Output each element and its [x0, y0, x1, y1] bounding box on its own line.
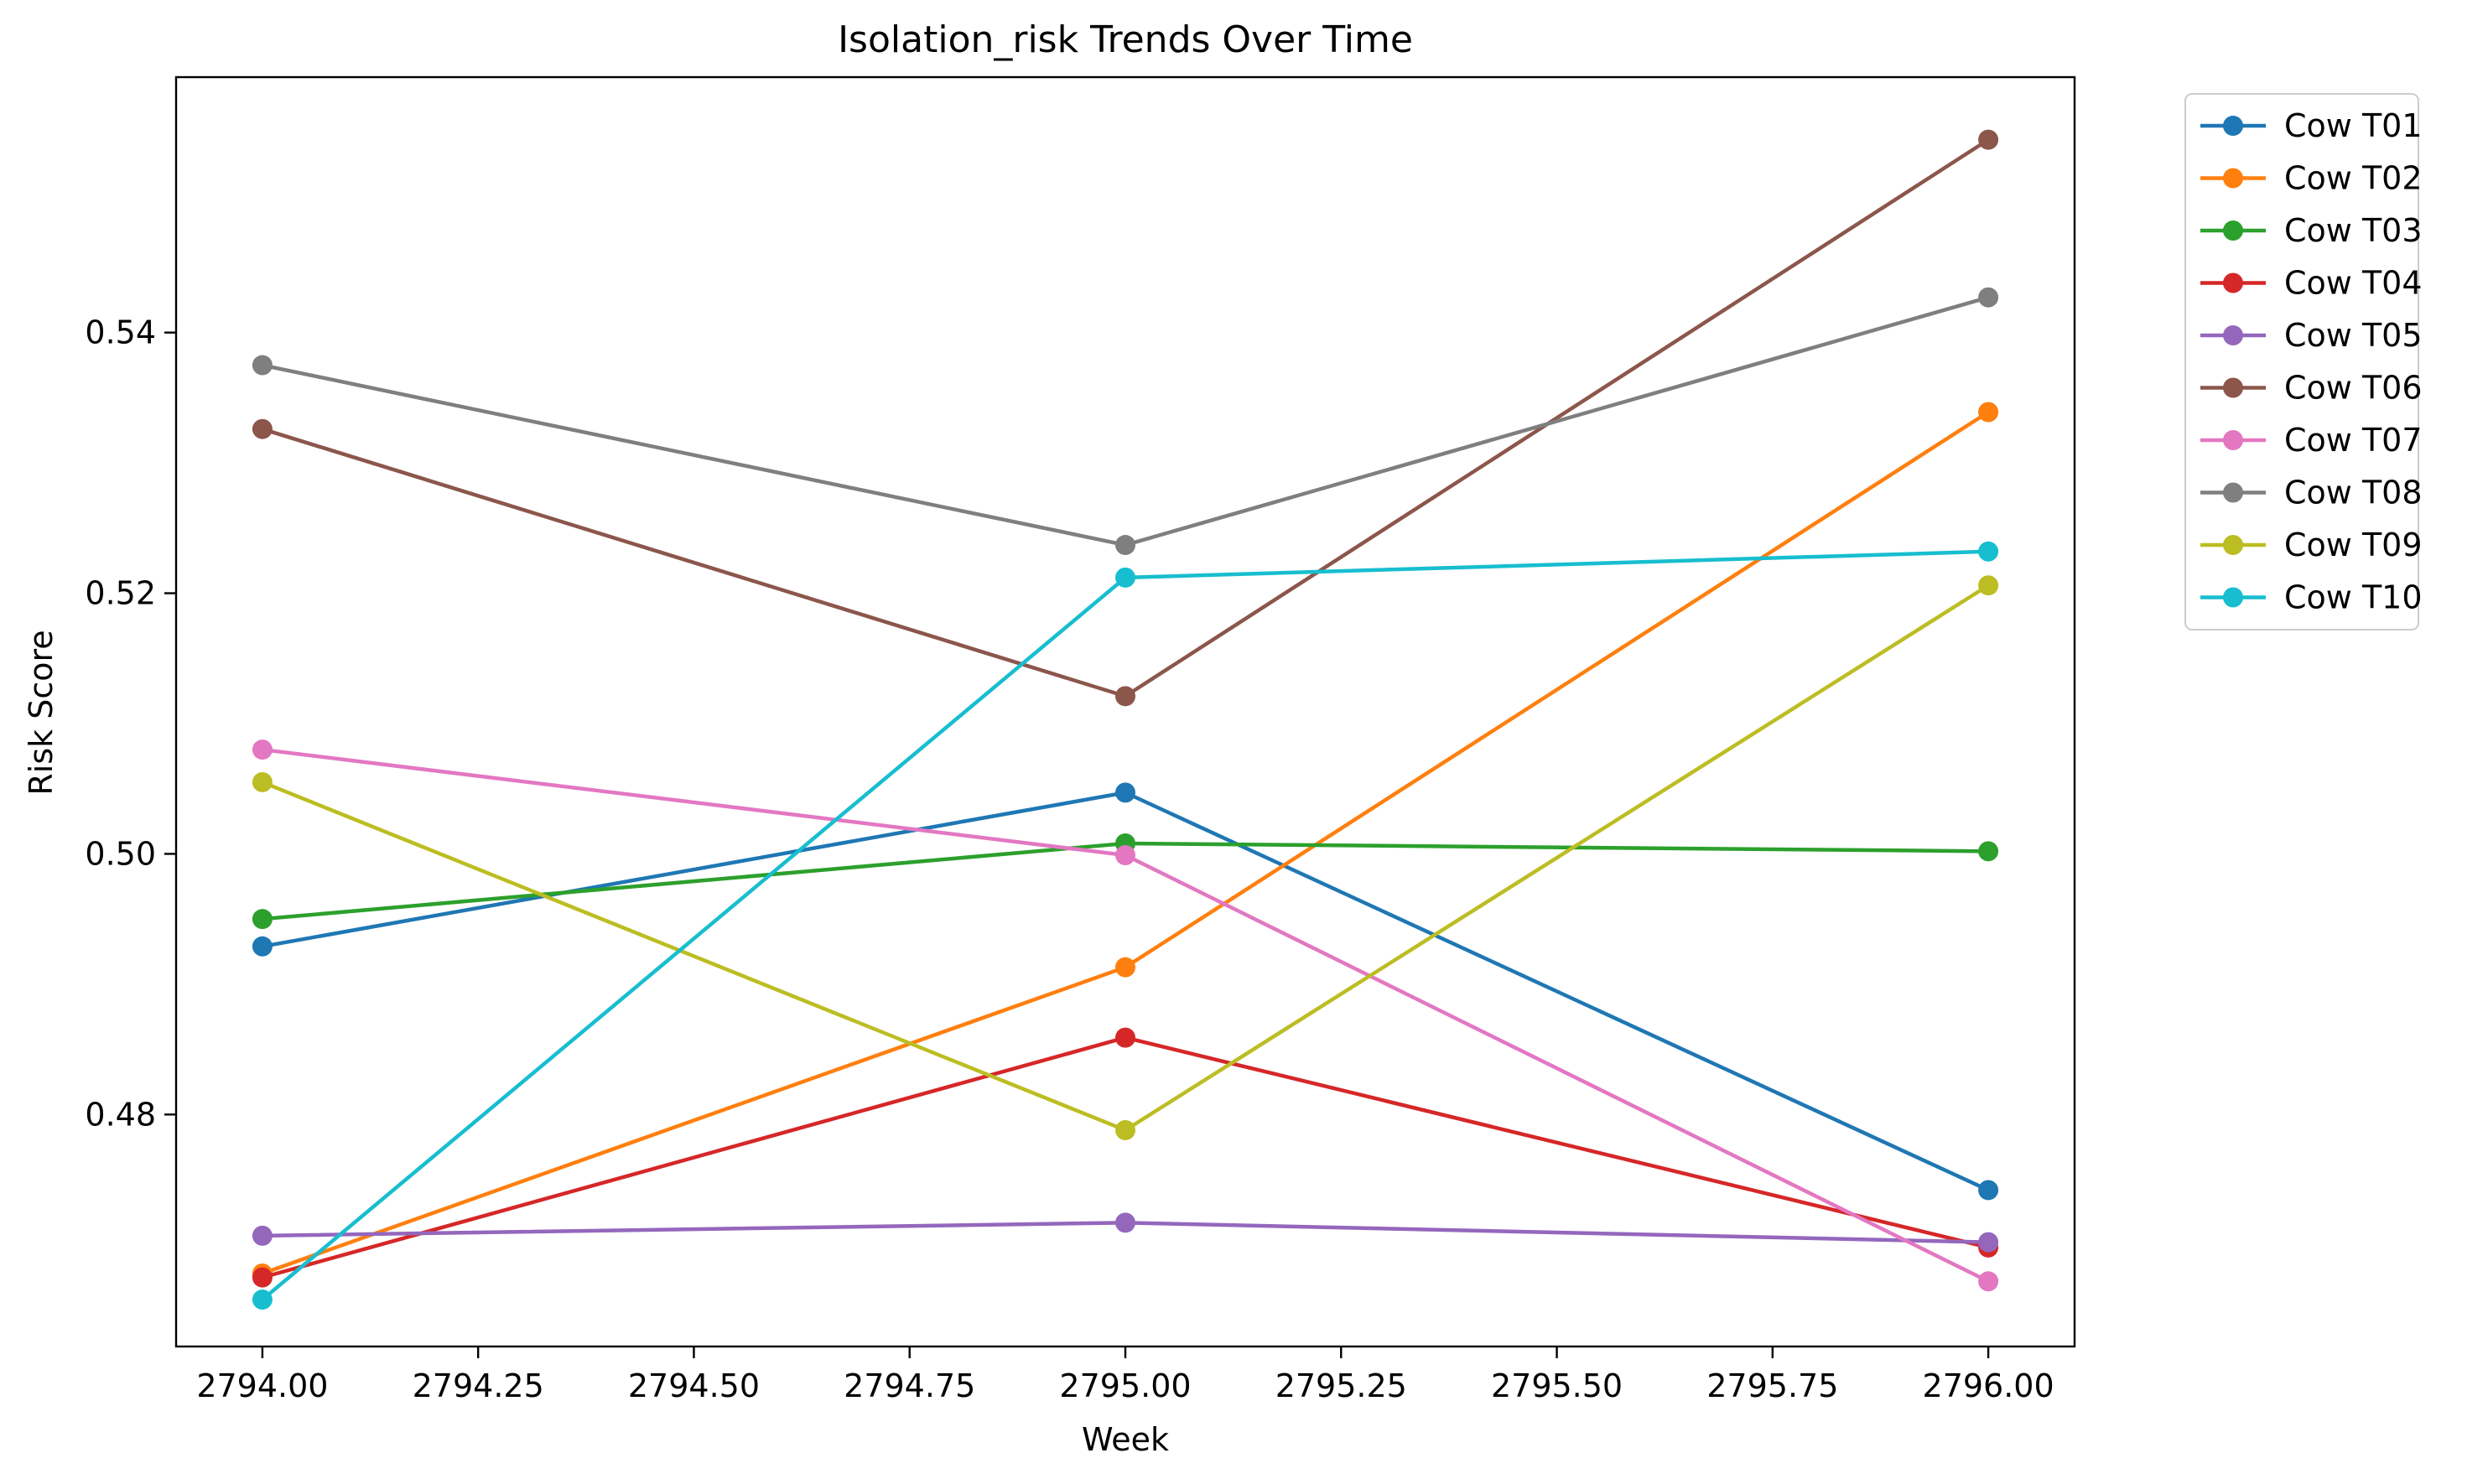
y-tick-label: 0.48: [85, 1096, 156, 1133]
legend-label-4: Cow T04: [2284, 265, 2423, 302]
series-7-point: [252, 739, 273, 760]
series-9-point: [1115, 1119, 1135, 1140]
legend-label-2: Cow T02: [2284, 160, 2423, 197]
series-5-point: [252, 1225, 273, 1246]
legend-marker-9: [2223, 535, 2243, 555]
x-tick-label: 2795.25: [1275, 1367, 1407, 1404]
legend-marker-2: [2223, 168, 2243, 189]
series-8-point: [1978, 287, 1999, 308]
legend-label-6: Cow T06: [2284, 370, 2423, 407]
x-tick-label: 2795.50: [1491, 1367, 1623, 1404]
y-tick-label: 0.52: [85, 575, 156, 612]
series-5-point: [1115, 1212, 1135, 1233]
series-6-point: [252, 418, 273, 439]
series-4-point: [1115, 1027, 1135, 1048]
x-tick-label: 2794.50: [628, 1367, 760, 1404]
chart-title: Isolation_risk Trends Over Time: [838, 18, 1413, 61]
legend-label-9: Cow T09: [2284, 527, 2423, 563]
x-tick-label: 2794.75: [844, 1367, 975, 1404]
x-tick-label: 2796.00: [1923, 1367, 2054, 1404]
legend-marker-5: [2223, 325, 2243, 345]
series-10-point: [1115, 567, 1135, 588]
series-4-point: [252, 1267, 273, 1288]
x-tick-label: 2794.25: [413, 1367, 544, 1404]
y-tick-label: 0.54: [85, 314, 156, 351]
legend-label-10: Cow T10: [2284, 579, 2423, 616]
legend-marker-8: [2223, 482, 2243, 503]
legend-marker-1: [2223, 116, 2243, 136]
series-1-point: [252, 936, 273, 957]
legend-marker-3: [2223, 221, 2243, 241]
legend-box: [2184, 93, 2419, 630]
x-tick-label: 2795.75: [1706, 1367, 1838, 1404]
series-9-point: [252, 771, 273, 792]
series-8-point: [1115, 535, 1135, 556]
series-10-point: [1978, 541, 1999, 562]
series-9-point: [1978, 575, 1999, 596]
series-1-point: [1115, 782, 1135, 803]
series-3-point: [252, 909, 273, 930]
legend-marker-6: [2223, 377, 2243, 398]
series-6-point: [1115, 686, 1135, 707]
legend-marker-10: [2223, 587, 2243, 608]
series-10-point: [252, 1289, 273, 1310]
legend-label-5: Cow T05: [2284, 317, 2423, 354]
legend-label-1: Cow T01: [2284, 107, 2423, 144]
series-5-point: [1978, 1232, 1999, 1253]
series-2-point: [1978, 402, 1999, 423]
legend-label-8: Cow T08: [2284, 475, 2423, 511]
series-7-point: [1115, 844, 1135, 865]
legend-label-3: Cow T03: [2284, 212, 2423, 249]
legend-marker-7: [2223, 430, 2243, 450]
series-2-point: [1115, 957, 1135, 978]
series-7-point: [1978, 1271, 1999, 1292]
x-tick-label: 2795.00: [1059, 1367, 1191, 1404]
legend-marker-4: [2223, 272, 2243, 293]
series-1-point: [1978, 1180, 1999, 1201]
x-tick-label: 2794.00: [196, 1367, 328, 1404]
series-8-point: [252, 355, 273, 376]
x-axis-label: Week: [1082, 1421, 1169, 1458]
y-axis-label: Risk Score: [23, 630, 60, 795]
legend-label-7: Cow T07: [2284, 422, 2423, 459]
series-3-point: [1978, 841, 1999, 862]
plot-area: 2794.00 2794.25 2794.50 2794.75 2795.00 2795.…: [85, 75, 2076, 1404]
y-tick-label: 0.50: [85, 835, 156, 872]
series-6-point: [1978, 129, 1999, 150]
legend: Cow T01 Cow T02 Cow T03 Cow T04 Cow T05 Cow T…: [2184, 93, 2423, 630]
